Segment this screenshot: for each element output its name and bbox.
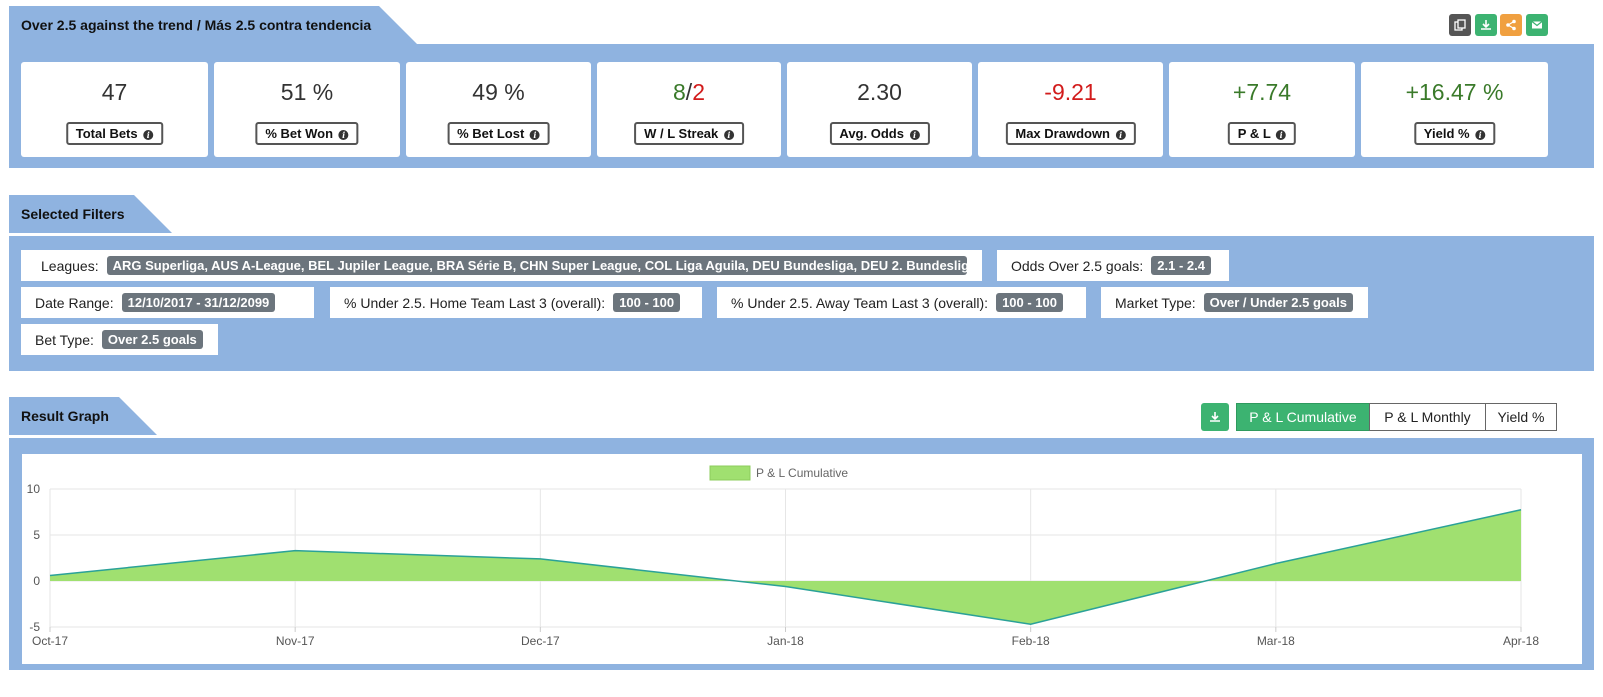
info-icon: i [723,129,734,140]
section-title: Result Graph [21,408,109,424]
filter-market-type: Market Type: Over / Under 2.5 goals [1101,287,1368,318]
y-tick-label: 0 [33,574,40,588]
win-streak: 8 [673,79,686,105]
filter-label: Date Range: [35,294,114,311]
filter-odds: Odds Over 2.5 goals: 2.1 - 2.4 [997,250,1229,281]
x-tick-label: Feb-18 [1012,634,1050,648]
stat-max-drawdown: -9.21 Max Drawdown i [978,62,1163,157]
stat-bet-won: 51 % % Bet Won i [214,62,400,157]
stat-label[interactable]: Yield % i [1413,122,1496,145]
strategy-title-tab: Over 2.5 against the trend / Más 2.5 con… [9,6,417,44]
filter-label: Leagues: [41,257,99,274]
stat-value: 47 [101,79,128,105]
copy-button[interactable] [1449,14,1471,36]
info-icon: i [1475,129,1486,140]
tab-pl-cumulative[interactable]: P & L Cumulative [1236,403,1370,431]
tab-yield[interactable]: Yield % [1485,403,1557,431]
filter-bet-type: Bet Type: Over 2.5 goals [21,324,218,355]
series-area [50,509,1521,625]
stat-value: 2.30 [857,79,902,105]
download-button[interactable] [1475,14,1497,36]
mail-button[interactable] [1526,14,1548,36]
stat-avg-odds: 2.30 Avg. Odds i [787,62,972,157]
stat-value: 51 % [280,79,334,105]
filter-under-away: % Under 2.5. Away Team Last 3 (overall):… [717,287,1086,318]
stat-value: -9.21 [1044,79,1097,105]
download-icon [1481,20,1491,30]
chart-container: 10 5 0 -5 Oct-17 Nov-17 Dec-17 Jan-18 Feb-18 Mar-… [22,454,1582,664]
filter-value: 2.1 - 2.4 [1151,256,1211,275]
stat-label[interactable]: % Bet Won i [255,122,359,145]
filter-leagues: Leagues: ARG Superliga, AUS A-League, BE… [21,250,982,281]
legend-swatch [709,465,751,481]
info-icon: i [1276,129,1287,140]
stat-label[interactable]: Total Bets i [65,122,164,145]
stat-total-bets: 47 Total Bets i [21,62,208,157]
stat-value: 49 % [472,79,525,105]
stat-value: 8/2 [597,79,781,106]
filter-label: Bet Type: [35,331,94,348]
stat-label[interactable]: Avg. Odds i [829,122,930,145]
y-tick-label: 5 [33,528,40,542]
stat-label[interactable]: Max Drawdown i [1005,122,1136,145]
stat-label[interactable]: P & L i [1227,122,1297,145]
mail-icon [1531,21,1543,29]
stat-value: +7.74 [1232,79,1292,105]
filter-value: 12/10/2017 - 31/12/2099 [121,293,276,312]
filter-value: 100 - 100 [613,293,681,312]
y-tick-label: -5 [29,620,40,634]
x-tick-label: Jan-18 [767,634,804,648]
x-tick-label: Nov-17 [276,634,315,648]
x-tick-label: Apr-18 [1503,634,1539,648]
x-tick-label: Oct-17 [32,634,68,648]
result-graph-tab: Result Graph [9,397,157,435]
stat-streak: 8/2 W / L Streak i [597,62,781,157]
filter-label: Odds Over 2.5 goals: [1011,257,1144,274]
info-icon: i [338,129,349,140]
stat-label[interactable]: W / L Streak i [634,122,744,145]
filter-label: % Under 2.5. Away Team Last 3 (overall): [731,294,989,311]
section-title: Selected Filters [21,206,125,222]
streak-separator: / [685,79,693,105]
share-button[interactable] [1500,14,1522,36]
filter-value: Over / Under 2.5 goals [1203,293,1353,312]
tab-pl-monthly[interactable]: P & L Monthly [1369,403,1486,431]
loss-streak: 2 [692,79,705,105]
stat-yield: +16.47 % Yield % i [1361,62,1548,157]
legend-label: P & L Cumulative [756,466,848,480]
copy-icon [1454,19,1466,31]
share-icon [1506,19,1516,31]
x-tick-label: Mar-18 [1257,634,1295,648]
info-icon: i [1115,129,1126,140]
strategy-title: Over 2.5 against the trend / Más 2.5 con… [21,17,372,33]
stat-pl: +7.74 P & L i [1169,62,1355,157]
filter-value: 100 - 100 [996,293,1063,312]
filter-under-home: % Under 2.5. Home Team Last 3 (overall):… [330,287,702,318]
info-icon: i [143,129,154,140]
selected-filters-tab: Selected Filters [9,195,172,233]
filter-date-range: Date Range: 12/10/2017 - 31/12/2099 [21,287,314,318]
filter-value: Over 2.5 goals [101,330,203,349]
filter-label: % Under 2.5. Home Team Last 3 (overall): [344,294,606,311]
info-icon: i [909,129,920,140]
filter-label: Market Type: [1115,294,1196,311]
y-tick-label: 10 [27,482,41,496]
download-icon [1210,412,1220,422]
stat-value: +16.47 % [1405,79,1504,105]
filter-value: ARG Superliga, AUS A-League, BEL Jupiler… [106,256,967,275]
x-tick-label: Dec-17 [521,634,560,648]
info-icon: i [529,129,540,140]
stat-label[interactable]: % Bet Lost i [447,122,550,145]
download-chart-button[interactable] [1201,403,1229,431]
stat-bet-lost: 49 % % Bet Lost i [406,62,591,157]
